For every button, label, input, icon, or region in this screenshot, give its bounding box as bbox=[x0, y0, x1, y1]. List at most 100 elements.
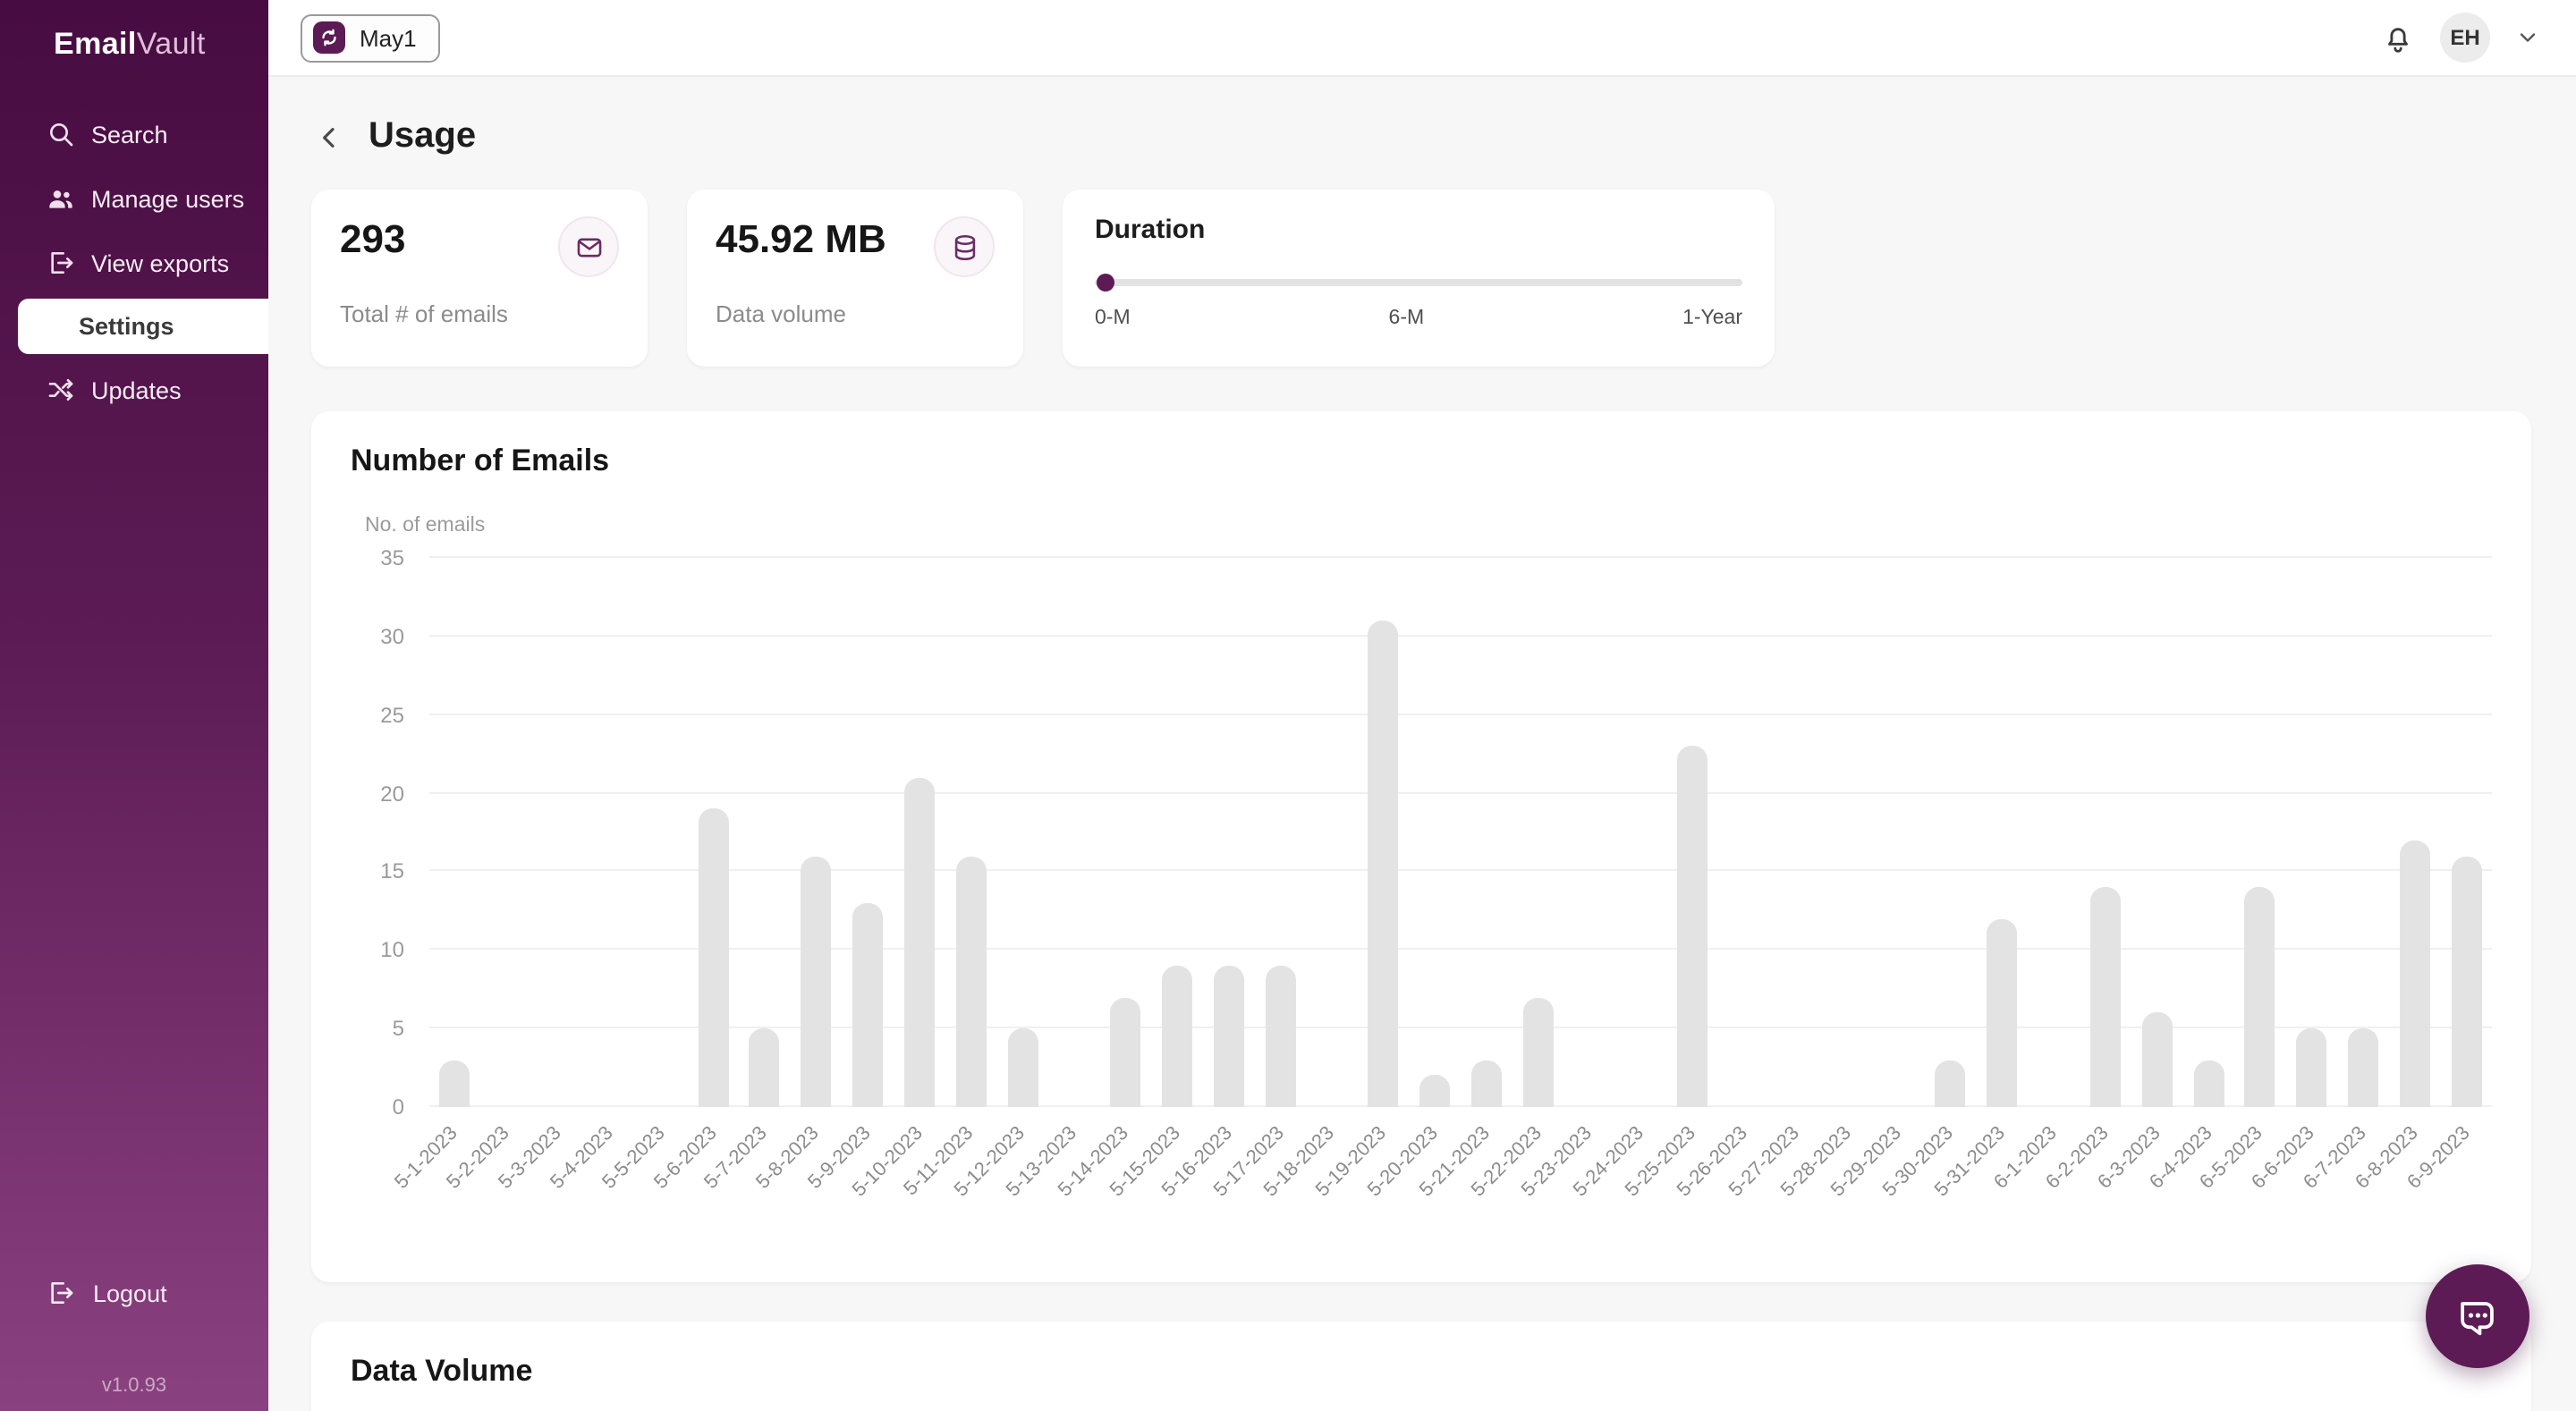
bar bbox=[852, 902, 884, 1107]
bar bbox=[439, 1060, 470, 1107]
bar-slot bbox=[1048, 558, 1100, 1107]
chevron-down-icon[interactable] bbox=[2515, 25, 2540, 50]
date-filter-label: May1 bbox=[360, 24, 417, 51]
gridline bbox=[429, 634, 2492, 637]
bar-slot bbox=[945, 558, 997, 1107]
sidebar-item-label: View exports bbox=[91, 249, 230, 276]
bar bbox=[1213, 966, 1244, 1107]
bar bbox=[1470, 1060, 1502, 1107]
bar-slot bbox=[1873, 558, 1925, 1107]
bar-slot bbox=[429, 558, 481, 1107]
bar-slot bbox=[1203, 558, 1255, 1107]
avatar[interactable]: EH bbox=[2440, 13, 2490, 63]
sidebar-item-label: Updates bbox=[91, 376, 182, 403]
sidebar-item-updates[interactable]: Updates bbox=[0, 361, 268, 418]
y-tick-label: 35 bbox=[380, 545, 404, 570]
sidebar-item-manage-users[interactable]: Manage users bbox=[0, 170, 268, 227]
sidebar-item-settings[interactable]: Settings bbox=[18, 299, 268, 354]
bar bbox=[2089, 887, 2121, 1107]
mail-icon bbox=[558, 216, 619, 277]
page-content: Usage 293 Total # of emails 45.92 MB bbox=[268, 77, 2576, 1411]
bar-slot bbox=[1718, 558, 1770, 1107]
logout-icon bbox=[47, 1279, 75, 1307]
plot-area bbox=[429, 556, 2493, 1107]
bar-slot bbox=[1100, 558, 1152, 1107]
bar-slot bbox=[2080, 558, 2131, 1107]
back-button[interactable] bbox=[311, 119, 347, 155]
bar bbox=[1522, 997, 1554, 1107]
bar-slot bbox=[2337, 558, 2389, 1107]
bar-slot bbox=[739, 558, 791, 1107]
duration-ticks: 0-M 6-M 1-Year bbox=[1095, 308, 1742, 329]
bar bbox=[1677, 746, 1708, 1107]
bar bbox=[1987, 918, 2018, 1107]
bar-slot bbox=[1822, 558, 1874, 1107]
gridline bbox=[429, 1105, 2492, 1107]
bar-slot bbox=[2441, 558, 2493, 1107]
duration-slider[interactable] bbox=[1095, 274, 1742, 291]
chat-fab[interactable] bbox=[2426, 1264, 2529, 1368]
y-axis: 0 5 10 15 20 25 30 35 bbox=[351, 545, 429, 1120]
data-volume-chart-card: Data Volume bbox=[311, 1322, 2531, 1411]
bar-slot bbox=[1358, 558, 1410, 1107]
bar-slot bbox=[636, 558, 688, 1107]
bar-slot bbox=[894, 558, 945, 1107]
app-version: v1.0.93 bbox=[101, 1375, 167, 1397]
bar bbox=[2244, 887, 2275, 1107]
bar-slot bbox=[1770, 558, 1822, 1107]
gridline bbox=[429, 948, 2492, 951]
bar bbox=[1265, 966, 1296, 1107]
bar bbox=[2141, 1012, 2173, 1107]
data-volume-value: 45.92 MB bbox=[716, 216, 886, 261]
sidebar-item-view-exports[interactable]: View exports bbox=[0, 234, 268, 291]
y-axis-label: No. of emails bbox=[365, 515, 486, 537]
sidebar-item-search[interactable]: Search bbox=[0, 106, 268, 163]
topbar: May1 EH bbox=[268, 0, 2576, 77]
gridline bbox=[429, 1027, 2492, 1029]
sidebar: EmailVault Search Manage users View export… bbox=[0, 0, 268, 1411]
gridline bbox=[429, 791, 2492, 794]
search-icon bbox=[47, 120, 75, 148]
bar-slot bbox=[791, 558, 843, 1107]
bar bbox=[1007, 1028, 1038, 1107]
bar-slot bbox=[2286, 558, 2338, 1107]
duration-title: Duration bbox=[1095, 215, 1206, 245]
duration-tick-6m: 6-M bbox=[1388, 308, 1425, 329]
bar-slot bbox=[2028, 558, 2080, 1107]
updates-icon bbox=[47, 376, 75, 404]
stat-card-total-emails: 293 Total # of emails bbox=[311, 190, 648, 367]
y-tick-label: 0 bbox=[392, 1094, 404, 1120]
bar-slot bbox=[1513, 558, 1564, 1107]
stat-card-data-volume: 45.92 MB Data volume bbox=[687, 190, 1023, 367]
page-header: Usage bbox=[311, 116, 2531, 157]
bar-slot bbox=[584, 558, 636, 1107]
slider-knob[interactable] bbox=[1097, 274, 1114, 291]
bar bbox=[749, 1028, 780, 1107]
bar-slot bbox=[687, 558, 739, 1107]
bar bbox=[698, 808, 729, 1107]
duration-tick-0m: 0-M bbox=[1095, 308, 1131, 329]
y-tick-label: 15 bbox=[380, 858, 404, 884]
bar bbox=[2296, 1028, 2327, 1107]
y-tick-label: 30 bbox=[380, 623, 404, 649]
bar-slot bbox=[1255, 558, 1307, 1107]
main-area: May1 EH Usage bbox=[268, 0, 2576, 1411]
duration-card: Duration 0-M 6-M 1-Year bbox=[1063, 190, 1775, 367]
logout-button[interactable]: Logout bbox=[47, 1279, 167, 1307]
sidebar-nav: Search Manage users View exports Settings Up… bbox=[0, 106, 268, 418]
chart-title: Number of Emails bbox=[351, 444, 610, 477]
slider-track[interactable] bbox=[1095, 279, 1742, 286]
notifications-bell-icon[interactable] bbox=[2381, 21, 2415, 55]
emails-chart-card: Number of Emails No. of emails 0 5 10 15 20 2… bbox=[311, 411, 2531, 1282]
bar bbox=[955, 856, 987, 1107]
topbar-right: EH bbox=[2381, 13, 2540, 63]
date-filter-chip[interactable]: May1 bbox=[301, 13, 440, 62]
logout-label: Logout bbox=[93, 1280, 167, 1306]
data-volume-section-title: Data Volume bbox=[351, 1354, 533, 1388]
y-tick-label: 10 bbox=[380, 937, 404, 963]
gridline bbox=[429, 713, 2492, 715]
bar bbox=[1368, 621, 1399, 1107]
bar-slot bbox=[1667, 558, 1719, 1107]
total-emails-value: 293 bbox=[340, 216, 406, 261]
gridline bbox=[429, 869, 2492, 872]
